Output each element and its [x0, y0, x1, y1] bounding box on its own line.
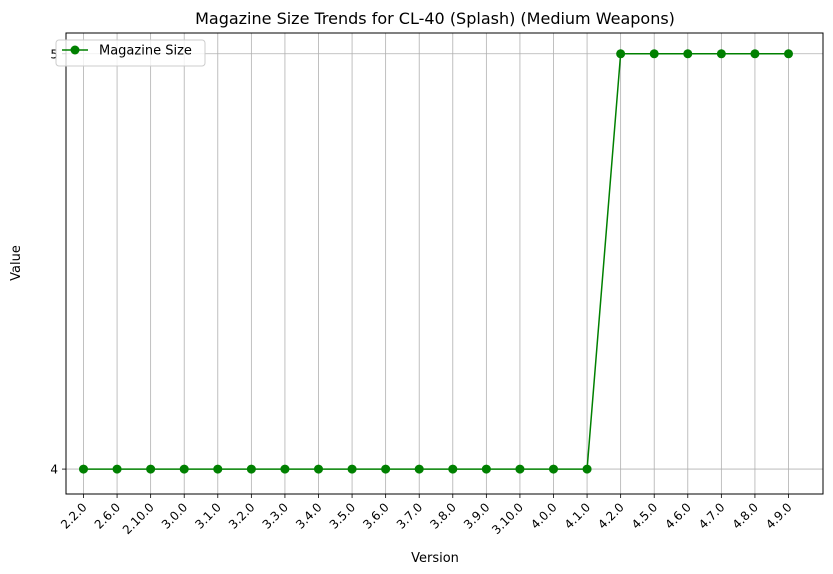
y-axis-label: Value — [9, 245, 24, 281]
legend: Magazine Size — [55, 39, 206, 67]
chart-title: Magazine Size Trends for CL-40 (Splash) … — [195, 9, 675, 28]
legend-marker-swatch — [70, 45, 80, 55]
data-point — [616, 49, 626, 59]
x-tick-label: 3.1.0 — [192, 500, 223, 531]
data-point — [649, 49, 659, 59]
x-tick-label: 3.10.0 — [489, 500, 526, 537]
data-point — [784, 49, 793, 59]
x-tick-label: 2.10.0 — [120, 500, 157, 537]
x-tick-label: 4.0.0 — [528, 500, 559, 531]
legend-box — [55, 39, 206, 67]
data-point — [280, 464, 290, 474]
data-point — [347, 464, 357, 474]
y-tick-label: 5 — [50, 47, 58, 61]
x-tick-label: 4.9.0 — [763, 500, 794, 531]
x-tick-label: 4.5.0 — [629, 500, 660, 531]
x-tick-label: 3.2.0 — [226, 500, 257, 531]
legend-label: Magazine Size — [99, 44, 192, 59]
x-tick-label: 4.6.0 — [662, 500, 693, 531]
data-point — [314, 464, 323, 474]
data-point — [414, 464, 424, 474]
data-point — [381, 464, 391, 474]
data-point — [716, 49, 726, 59]
data-point — [750, 49, 760, 59]
y-tick-label: 4 — [50, 463, 58, 477]
data-point — [79, 464, 88, 474]
data-point — [146, 464, 156, 474]
data-point — [112, 464, 122, 474]
x-tick-label: 3.3.0 — [260, 500, 291, 531]
x-tick-label: 3.7.0 — [394, 500, 425, 531]
x-tick-label: 4.8.0 — [730, 500, 761, 531]
series-line — [83, 53, 789, 470]
x-tick-label: 3.9.0 — [461, 500, 492, 531]
plot-area — [65, 32, 824, 495]
x-tick-label: 4.7.0 — [696, 500, 727, 531]
data-point — [582, 464, 592, 474]
x-tick-label: 3.5.0 — [327, 500, 358, 531]
x-tick-label: 3.0.0 — [159, 500, 190, 531]
data-point — [549, 464, 558, 474]
x-axis-label: Version — [411, 551, 459, 566]
data-point — [213, 464, 223, 474]
data-point — [448, 464, 458, 474]
x-tick-label: 4.2.0 — [595, 500, 626, 531]
y-axis: 45 — [50, 47, 66, 477]
x-tick-label: 2.2.0 — [58, 500, 89, 531]
series-layer — [79, 49, 793, 474]
grid-layer — [66, 33, 823, 494]
x-axis: 2.2.0 2.6.02.10.0 3.0.0 3.1.0 3.2.0 3.3.0 3.4.… — [58, 494, 795, 537]
data-point — [179, 464, 189, 474]
data-point — [515, 464, 525, 474]
x-tick-label: 4.1.0 — [562, 500, 593, 531]
data-point — [481, 464, 491, 474]
data-point — [246, 464, 256, 474]
x-tick-label: 2.6.0 — [92, 500, 123, 531]
x-tick-label: 3.6.0 — [360, 500, 391, 531]
data-point — [683, 49, 693, 59]
x-tick-label: 3.4.0 — [293, 500, 324, 531]
x-tick-label: 3.8.0 — [427, 500, 458, 531]
